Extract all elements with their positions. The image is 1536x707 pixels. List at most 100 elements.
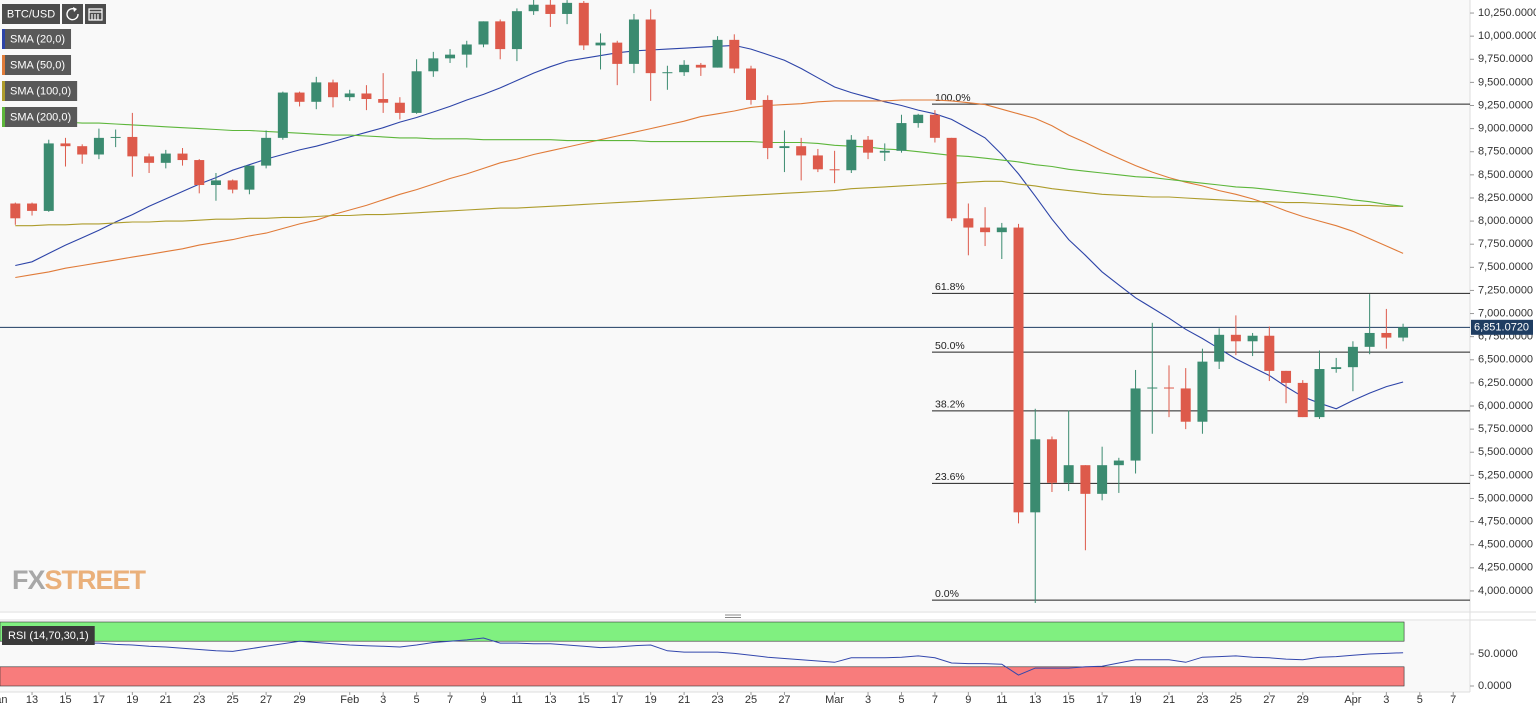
candle-body <box>244 165 255 190</box>
candle-body <box>77 146 88 155</box>
candle-body <box>896 123 907 151</box>
candle-body <box>595 42 606 46</box>
candle-body <box>1398 327 1409 338</box>
x-tick-label: 5 <box>1417 694 1423 706</box>
candle-body <box>996 227 1007 233</box>
candle-body <box>378 99 389 103</box>
y-tick-label: 6,250.0000 <box>1478 377 1533 389</box>
candle-body <box>578 2 589 46</box>
sma-line <box>15 99 1404 279</box>
y-tick-label: 7,500.0000 <box>1478 261 1533 273</box>
x-tick-label: 29 <box>1297 694 1309 706</box>
candle-body <box>612 42 623 64</box>
x-tick-label: 3 <box>1383 694 1389 706</box>
sma-line <box>15 118 1404 207</box>
last-price-box <box>1471 319 1533 335</box>
rsi-tick-label: 0.0000 <box>1478 680 1512 692</box>
legend-box <box>2 81 78 101</box>
x-tick-label: Apr <box>1344 694 1361 706</box>
x-tick-label: 25 <box>745 694 757 706</box>
x-tick-label: Feb <box>340 694 359 706</box>
legend: SMA (20,0) SMA (50,0) SMA (100,0) SMA (200,… <box>2 29 78 127</box>
legend-box <box>2 107 78 127</box>
candle-body <box>177 153 188 161</box>
candle-body <box>1314 369 1325 418</box>
settings-icon <box>88 8 103 21</box>
candle-body <box>1063 465 1074 483</box>
x-tick-label: Mar <box>825 694 844 706</box>
candle-body <box>1164 387 1174 389</box>
candle-body <box>394 102 405 113</box>
pane-grip[interactable] <box>725 614 741 618</box>
x-tick-label: 13 <box>1029 694 1041 706</box>
candle-body <box>1381 332 1392 338</box>
candle-body <box>1147 387 1158 389</box>
candle-body <box>1197 361 1208 422</box>
candle-body <box>863 139 874 153</box>
legend-box <box>2 55 72 75</box>
candle-body <box>160 153 171 163</box>
fib-label: 0.0% <box>935 588 959 600</box>
candle-body <box>110 136 121 138</box>
candle-body <box>311 82 322 102</box>
x-tick-label: 15 <box>1063 694 1075 706</box>
candle-body <box>980 227 991 233</box>
x-tick-label: 9 <box>965 694 971 706</box>
candle-body <box>43 143 54 211</box>
legend-label: SMA (20,0) <box>10 33 65 45</box>
y-tick-label: 6,500.0000 <box>1478 354 1533 366</box>
x-tick-label: 29 <box>293 694 305 706</box>
legend-item[interactable]: SMA (50,0) <box>2 55 72 75</box>
candle-body <box>1230 334 1241 342</box>
symbol: BTC/USD <box>7 8 55 20</box>
candle-body <box>344 93 355 98</box>
candle-body <box>1013 227 1024 513</box>
x-tick-label: 23 <box>711 694 723 706</box>
candle-body <box>929 114 940 138</box>
rsi-line <box>15 637 1404 676</box>
legend-item[interactable]: SMA (200,0) <box>2 107 78 127</box>
x-tick-label: 9 <box>480 694 486 706</box>
candle-body <box>628 19 639 64</box>
y-tick-label: 9,250.0000 <box>1478 99 1533 111</box>
candle-body <box>210 180 221 186</box>
rsi-tick-label: 50.0000 <box>1478 648 1518 660</box>
refresh-button[interactable] <box>62 4 83 24</box>
x-tick-label: 3 <box>865 694 871 706</box>
x-tick-label: 13 <box>26 694 38 706</box>
x-tick-label: 11 <box>996 694 1007 706</box>
sma-line <box>15 180 1404 227</box>
x-tick-label: 19 <box>1129 694 1141 706</box>
candle-body <box>879 150 890 153</box>
refresh-icon-arrow <box>73 7 77 12</box>
rsi-title: RSI (14,70,30,1) <box>8 630 89 642</box>
y-tick-label: 8,250.0000 <box>1478 192 1533 204</box>
toolbar: BTC/USD <box>2 4 106 24</box>
x-tick-label: 3 <box>380 694 386 706</box>
y-tick-label: 9,750.0000 <box>1478 53 1533 65</box>
fib-label: 23.6% <box>935 471 965 483</box>
candle-body <box>679 64 690 73</box>
y-tick-label: 6,000.0000 <box>1478 400 1533 412</box>
candle-body <box>1080 465 1091 494</box>
x-tick-label: 19 <box>645 694 657 706</box>
candle-body <box>127 136 138 157</box>
candle-body <box>729 39 740 69</box>
y-tick-label: 5,500.0000 <box>1478 446 1533 458</box>
candle-body <box>511 11 522 50</box>
last-price-label: 6,851.0720 <box>1474 322 1529 334</box>
fib-label: 50.0% <box>935 340 965 352</box>
fib-label: 38.2% <box>935 399 965 411</box>
candle-body <box>1364 332 1375 347</box>
legend-item[interactable]: SMA (100,0) <box>2 81 78 101</box>
x-tick-label: 7 <box>932 694 938 706</box>
candle-body <box>779 146 790 149</box>
candle-body <box>963 218 974 228</box>
y-tick-label: 10,250.0000 <box>1478 7 1536 19</box>
legend-item[interactable]: SMA (20,0) <box>2 29 72 49</box>
watermark-prefix: FX <box>12 565 45 595</box>
symbol-box[interactable] <box>2 4 60 24</box>
candle-body <box>1046 439 1057 483</box>
